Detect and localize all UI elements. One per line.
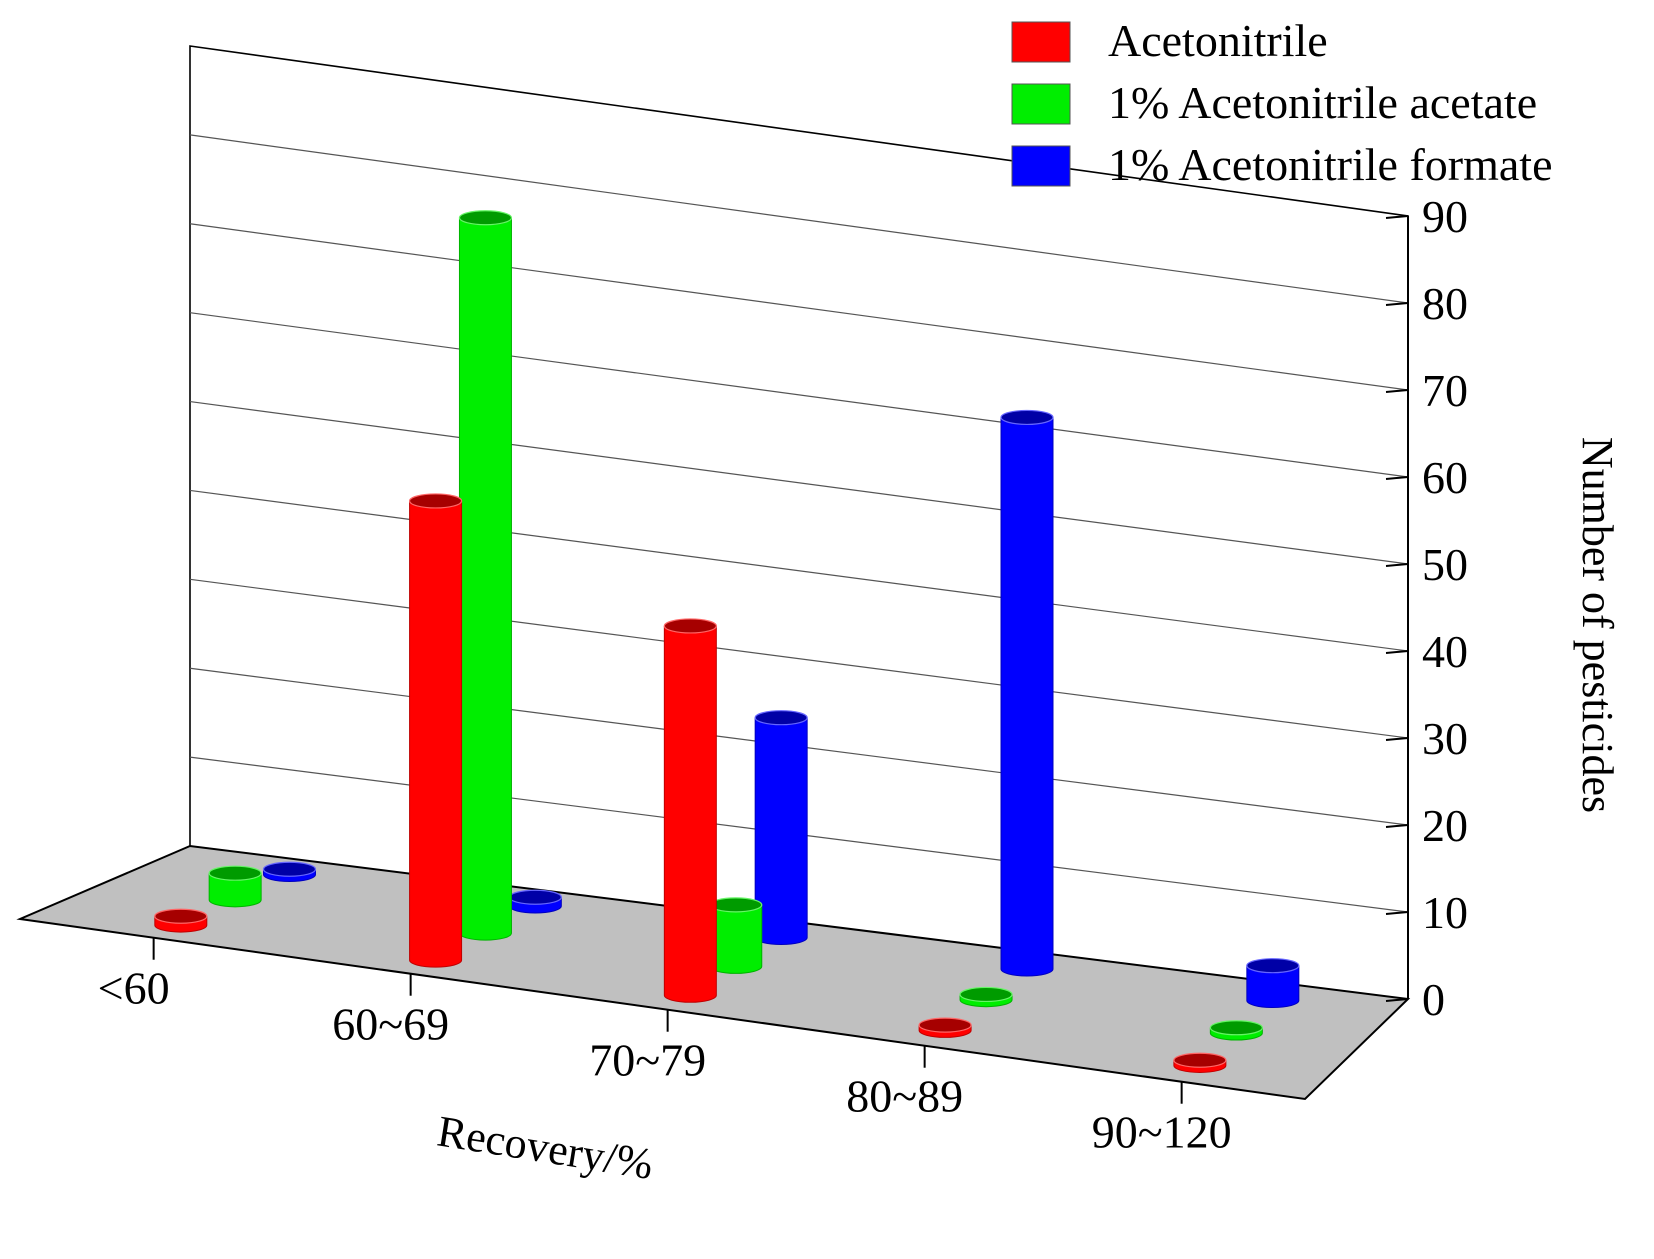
bar-top [663,618,717,634]
y-tick-label: 40 [1422,626,1468,677]
x-axis-title: Recovery/% [434,1106,656,1188]
legend-label: Acetonitrile [1108,15,1328,66]
y-tick [1385,563,1409,567]
bar-body [1000,417,1054,977]
bar-acetonitrile-60-69 [408,493,463,968]
y-tick-label: 80 [1422,278,1468,329]
bar-1-acetonitrile-formate--60 [262,861,317,883]
x-tick-label: 90~120 [1092,1107,1232,1158]
bar-top [208,865,262,881]
y-tick [1385,476,1409,480]
x-tick-label: <60 [98,963,170,1014]
bar-acetonitrile-80-89 [918,1017,972,1038]
gridline [189,223,1409,391]
bar-body [754,717,808,946]
bar-body [663,625,717,1003]
y-tick-label: 30 [1422,713,1468,764]
bar-top [1246,958,1300,974]
legend-swatch [1011,21,1071,63]
bar-1-acetonitrile-formate-60-69 [508,889,562,914]
gridline [189,400,1409,565]
bar-top [959,986,1013,1003]
gridline [189,312,1409,478]
y-tick-label: 0 [1422,974,1445,1025]
y-tick [1385,998,1409,1002]
bar-top [508,889,562,905]
bar-1-acetonitrile-formate-80-89 [1000,409,1054,977]
bar-body [409,500,463,968]
bar-1-acetonitrile-acetate-70-79 [709,897,763,974]
bars [154,210,1300,1073]
bar-1-acetonitrile-formate-90-120 [1246,958,1300,1009]
gridline [189,489,1409,652]
legend-item: 1% Acetonitrile formate [1011,139,1553,190]
gridline [189,134,1409,304]
y-tick [1385,824,1409,828]
bar-top [458,210,513,226]
bar-acetonitrile--60 [154,908,208,933]
y-axis: 0 10 20 30 40 50 60 70 80 90 [1385,191,1468,1025]
y-tick-label: 70 [1422,365,1468,416]
bar-top [709,897,763,913]
x-tick-label: 60~69 [332,999,449,1050]
y-tick-label: 90 [1422,191,1468,242]
legend-item: 1% Acetonitrile acetate [1011,77,1537,128]
y-tick [1385,215,1409,219]
x-tick-label: 80~89 [846,1071,963,1122]
bar-top [1209,1020,1263,1036]
y-tick [1385,737,1409,741]
bar-top [918,1017,972,1033]
bar-top [408,493,463,509]
x-axis: <60 60~69 70~79 80~89 90~120 [98,937,1232,1158]
legend-label: 1% Acetonitrile formate [1108,139,1553,190]
gridlines [189,134,1409,913]
y-tick [1385,389,1409,393]
y-tick-label: 10 [1422,887,1468,938]
y-tick-label: 60 [1422,452,1468,503]
bar-1-acetonitrile-acetate-80-89 [959,986,1013,1008]
bar-1-acetonitrile-acetate-90-120 [1209,1020,1263,1041]
bar-top [154,908,208,924]
bar-acetonitrile-90-120 [1173,1052,1227,1073]
bar-top [754,710,808,726]
y-axis-title: Number of pesticides [1573,437,1622,813]
gridline [189,578,1409,739]
bar-body [709,904,763,974]
bar-top [1000,409,1054,426]
legend-label: 1% Acetonitrile acetate [1108,77,1537,128]
legend: Acetonitrile 1% Acetonitrile acetate 1% Ac… [1011,15,1553,190]
y-tick [1385,302,1409,306]
y-tick-label: 20 [1422,800,1468,851]
legend-item: Acetonitrile [1011,15,1328,66]
x-tick-label: 70~79 [589,1035,706,1086]
bar-1-acetonitrile-formate-70-79 [754,710,808,946]
legend-swatch [1011,145,1071,187]
bar-top [1173,1052,1227,1068]
bar-1-acetonitrile-acetate--60 [208,865,262,908]
bar-body [458,217,512,941]
y-tick-label: 50 [1422,539,1468,590]
bar-acetonitrile-70-79 [663,618,717,1003]
bar-1-acetonitrile-acetate-60-69 [458,210,513,941]
legend-swatch [1011,83,1071,125]
y-tick [1385,911,1409,915]
bar-top [262,861,317,877]
y-tick [1385,650,1409,654]
